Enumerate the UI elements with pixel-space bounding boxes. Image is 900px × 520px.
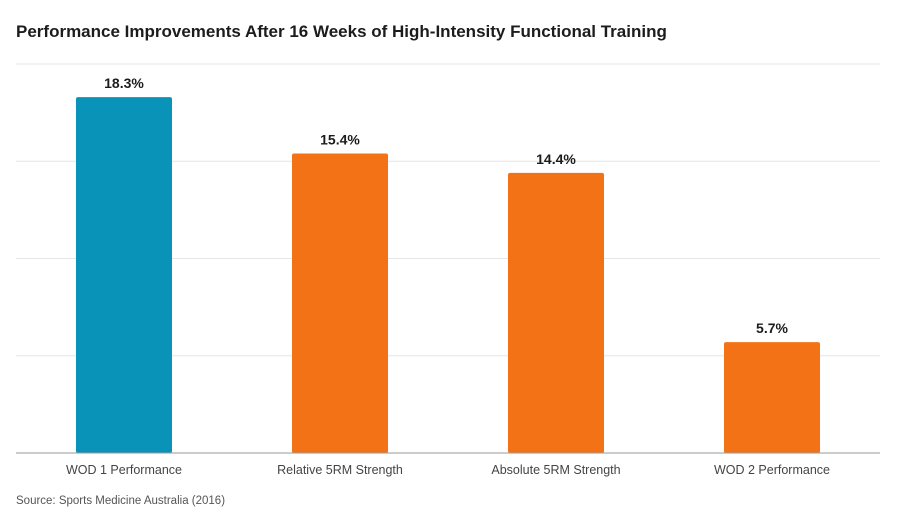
bar-1: [76, 97, 172, 453]
bar-3: [508, 172, 604, 454]
x-axis-tick-labels: WOD 1 Performance Relative 5RM Strength Ab…: [66, 463, 830, 477]
x-tick-label-3: Absolute 5RM Strength: [491, 463, 620, 477]
x-tick-label-4: WOD 2 Performance: [714, 463, 830, 477]
data-labels: 18.3% 15.4% 14.4% 5.7%: [104, 75, 788, 336]
x-tick-label-2: Relative 5RM Strength: [277, 463, 403, 477]
bar-4: [724, 342, 820, 453]
data-label-2: 15.4%: [320, 131, 360, 147]
data-label-1: 18.3%: [104, 75, 144, 91]
chart-title: Performance Improvements After 16 Weeks …: [16, 22, 667, 41]
x-tick-label-1: WOD 1 Performance: [66, 463, 182, 477]
data-label-3: 14.4%: [536, 151, 576, 167]
source-note: Source: Sports Medicine Australia (2016): [16, 495, 226, 507]
data-label-4: 5.7%: [756, 320, 788, 336]
bar-2: [292, 153, 388, 453]
bars: [76, 97, 820, 454]
